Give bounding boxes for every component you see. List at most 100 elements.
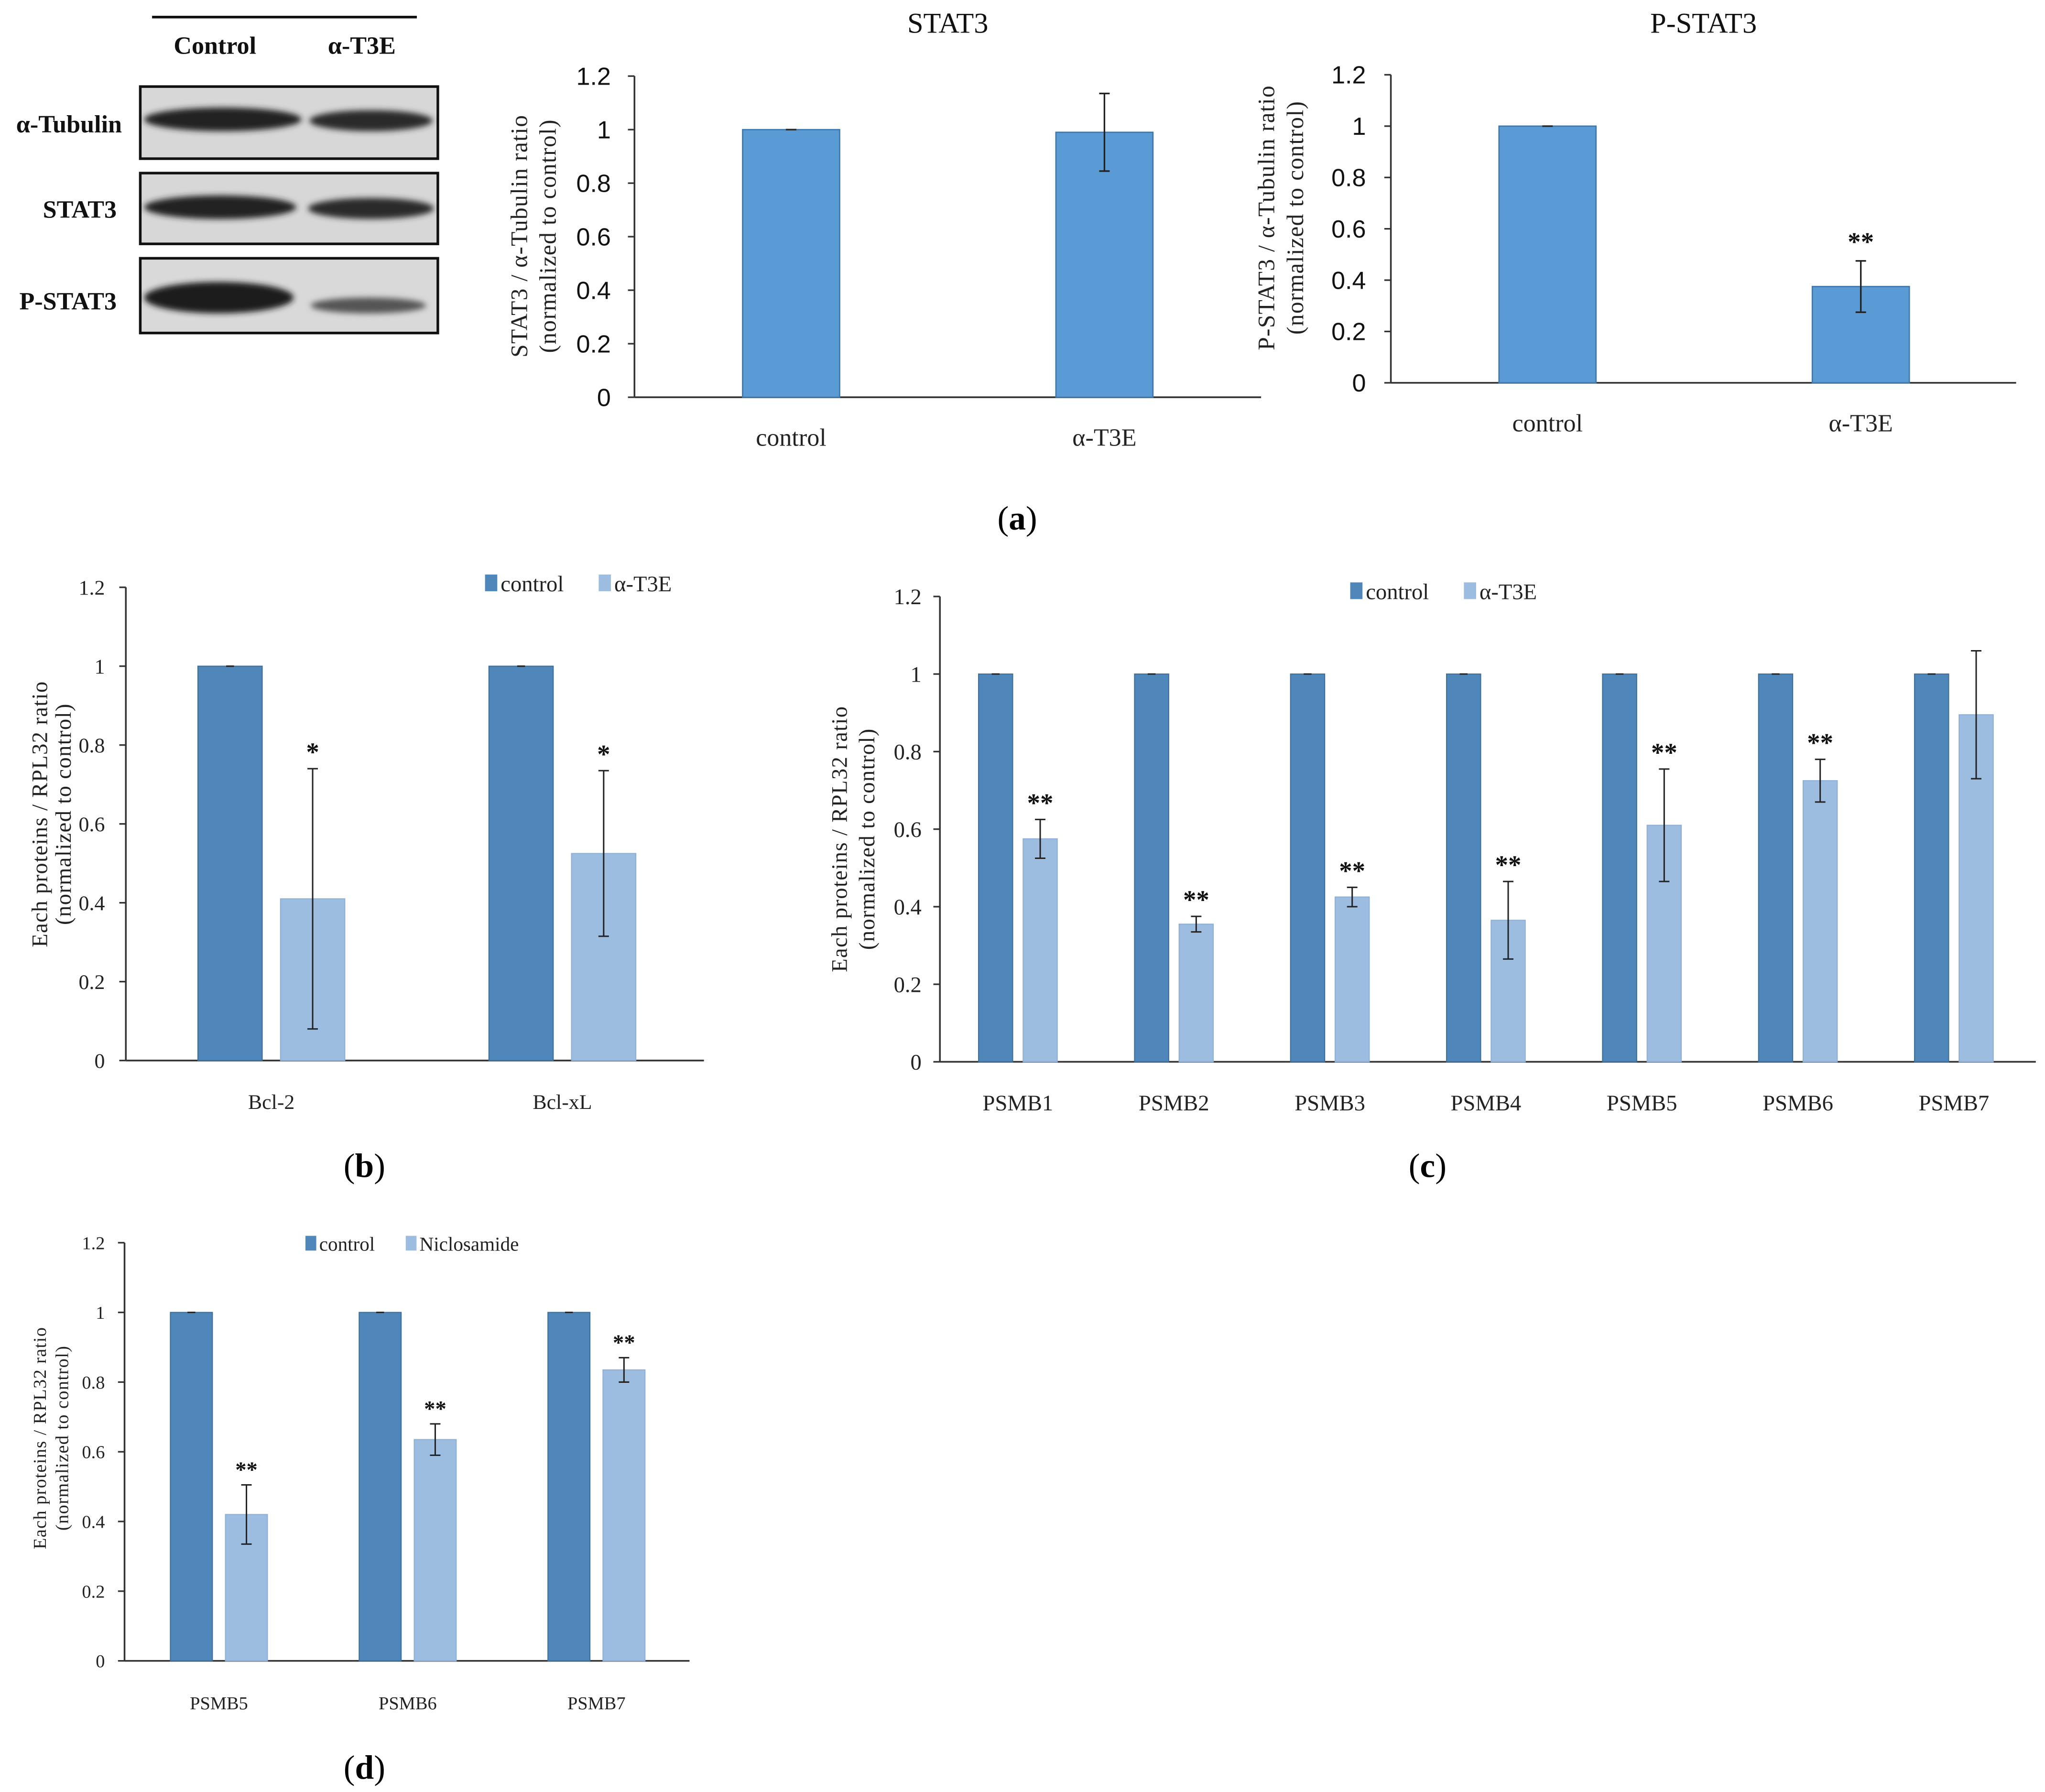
y-tick-label: 1.2	[82, 1233, 105, 1253]
y-tick-label: 0.4	[894, 895, 922, 920]
legend-label: α-T3E	[1479, 579, 1537, 604]
bar	[978, 673, 1013, 1063]
bar	[1602, 673, 1637, 1063]
bar	[1334, 896, 1370, 1063]
bar	[413, 1439, 457, 1662]
blot-band	[144, 282, 294, 314]
bar	[1178, 923, 1214, 1063]
y-tick-label: 0	[597, 384, 611, 412]
y-tick-label: 1	[911, 662, 922, 687]
bar	[1446, 673, 1481, 1063]
y-tick-label: 0.6	[82, 1443, 105, 1463]
panel-labels: (a) (b) (c) (d)	[344, 500, 1447, 1786]
bar	[1914, 673, 1949, 1063]
panel-letter-d: d	[355, 1749, 374, 1786]
blot-band	[310, 297, 426, 314]
y-tick-label: 0	[911, 1050, 922, 1075]
bar	[1290, 673, 1326, 1063]
bar	[1022, 838, 1058, 1063]
chart-c: 0 0.2 0.4 0.6 0.8 1 1.2 Each proteins / RPL32 r…	[827, 579, 2036, 1116]
y-axis-label-secondary: (normalized to control)	[855, 728, 880, 950]
y-tick-label: 0.6	[894, 817, 922, 842]
bar	[1758, 673, 1794, 1063]
bar	[1134, 673, 1169, 1063]
legend-swatch	[598, 574, 611, 591]
chart-title: STAT3	[907, 8, 988, 40]
x-category-label: Bcl-xL	[533, 1091, 592, 1114]
legend-swatch	[1350, 582, 1363, 599]
y-axis-label: STAT3 / α-Tubulin ratio	[506, 115, 532, 358]
y-axis-label-secondary: (normalized to control)	[1282, 101, 1308, 335]
significance-mark: **	[424, 1396, 446, 1421]
y-axis-label: Each proteins / RPL32 ratio	[827, 706, 852, 972]
legend-label: Niclosamide	[420, 1233, 519, 1255]
legend-swatch	[1464, 582, 1476, 599]
blot-row-label-pstat3: P-STAT3	[19, 288, 117, 315]
legend-label: control	[500, 572, 564, 597]
blot-band	[144, 108, 302, 131]
y-tick-label: 1.2	[1331, 62, 1366, 89]
blot-row-label-stat3: STAT3	[43, 196, 117, 223]
x-category-label: PSMB4	[1451, 1091, 1522, 1116]
y-tick-label: 0.2	[79, 971, 105, 994]
y-tick-label: 0.2	[894, 972, 922, 997]
significance-mark: **	[1495, 850, 1522, 880]
y-tick-label: 0.6	[1331, 216, 1366, 243]
y-axis-label-secondary: (normalized to control)	[51, 703, 76, 925]
bar	[197, 665, 263, 1061]
y-tick-label: 0.8	[894, 740, 922, 765]
panel-letter-b: b	[355, 1147, 374, 1185]
western-blot: Control α-T3E α-Tubulin STAT3 P-STAT3	[16, 16, 439, 335]
x-category-label: PSMB7	[1919, 1091, 1990, 1116]
y-tick-label: 0.4	[576, 277, 610, 304]
y-tick-label: 0.2	[576, 330, 610, 358]
bar	[602, 1369, 646, 1662]
x-category-label: PSMB7	[567, 1694, 626, 1714]
y-tick-label: 0.8	[79, 734, 105, 757]
legend-label: control	[319, 1233, 375, 1255]
y-tick-label: 0.6	[576, 223, 610, 251]
blot-header-control: Control	[174, 33, 256, 60]
y-tick-label: 0	[1352, 369, 1366, 397]
blot-band	[308, 198, 434, 219]
panel-label-c: (c)	[1409, 1147, 1447, 1185]
panel-letter-c: c	[1420, 1147, 1436, 1185]
bar	[1055, 131, 1154, 398]
y-axis-label: Each proteins / RPL32 ratio	[28, 681, 53, 947]
legend-label: α-T3E	[614, 572, 672, 597]
panel-label-b: (b)	[344, 1147, 385, 1185]
y-tick-label: 1	[94, 655, 105, 678]
legend-swatch	[405, 1236, 417, 1251]
y-axis-label-secondary: (normalized to control)	[535, 119, 561, 353]
significance-mark: **	[1848, 227, 1874, 256]
bar	[742, 129, 840, 398]
significance-mark: *	[306, 738, 319, 767]
y-tick-label: 0.8	[1331, 164, 1366, 192]
x-category-label: PSMB6	[379, 1694, 437, 1714]
significance-mark: **	[613, 1330, 635, 1355]
y-tick-label: 0	[96, 1651, 105, 1672]
y-tick-label: 1	[1352, 113, 1366, 141]
panel-label-a: (a)	[997, 500, 1037, 537]
y-tick-label: 0.4	[82, 1512, 105, 1532]
bar	[488, 665, 554, 1061]
chart-a2: P-STAT3 0 0.2 0.4 0.6 0.8 1 1.2 P-STAT3 / α-Tubu…	[1253, 8, 2016, 437]
x-category-label: PSMB5	[1607, 1091, 1677, 1116]
y-tick-label: 1.2	[576, 63, 610, 90]
significance-mark: **	[1807, 728, 1833, 757]
blot-header-treat: α-T3E	[328, 33, 396, 60]
x-category-label: PSMB2	[1139, 1091, 1209, 1116]
x-category-label: Bcl-2	[248, 1091, 294, 1114]
y-tick-label: 0.8	[576, 170, 610, 197]
chart-a1: STAT3 0 0.2 0.4 0.6 0.8 1 1.2 STAT3 / α-Tubulin …	[506, 8, 1262, 452]
significance-mark: *	[597, 739, 610, 769]
legend-swatch	[485, 574, 498, 591]
y-tick-label: 0.2	[1331, 318, 1366, 346]
panel-letter-a: a	[1009, 500, 1026, 537]
chart-d: 0 0.2 0.4 0.6 0.8 1 1.2 Each proteins / RPL32 r…	[30, 1233, 690, 1714]
x-category-label: control	[756, 424, 827, 452]
significance-mark: **	[1339, 856, 1365, 885]
x-category-label: control	[1512, 410, 1583, 437]
